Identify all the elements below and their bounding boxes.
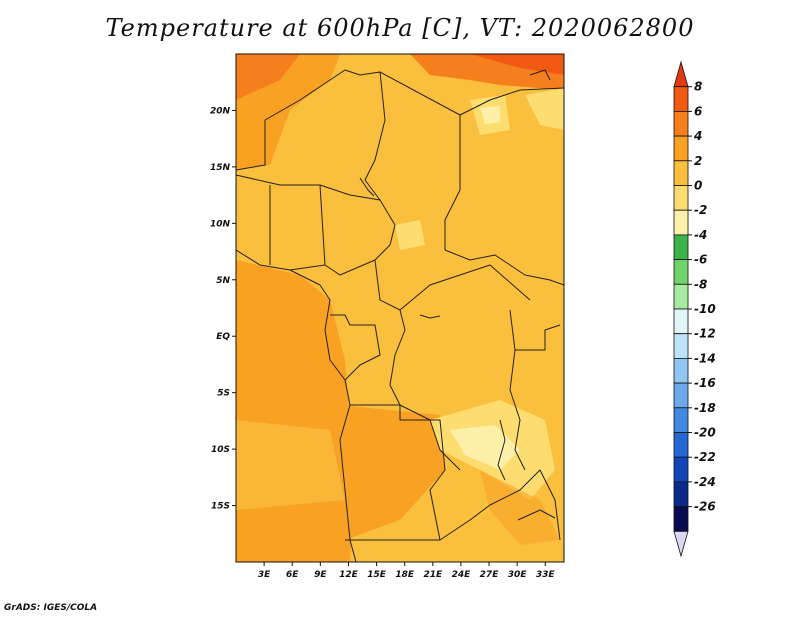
y-tick-label: 15S (211, 502, 230, 512)
colorbar-label: -24 (694, 475, 716, 489)
field-southeast-warm (480, 470, 560, 545)
colorbar-swatch (673, 209, 689, 236)
y-tick-label: EQ (216, 332, 230, 342)
colorbar-label: -20 (694, 426, 716, 440)
map-title: Temperature at 600hPa [C], VT: 202006280… (105, 14, 695, 42)
field-sw-mild (236, 420, 345, 510)
longitude-axis: 3E 6E 9E 12E 15E 18E 21E 24E 27E 30E 33E (258, 562, 556, 580)
colorbar-swatch (673, 160, 689, 186)
colorbar-label: 6 (694, 104, 702, 118)
x-tick-label: 9E (314, 570, 327, 580)
colorbar-legend: 8 6 4 2 0 -2 -4 -6 -8 -10 -12 -14 -16 -18 -20 -22 -24 -26 (673, 60, 716, 558)
colorbar-label: -12 (694, 327, 716, 341)
colorbar-label: -6 (694, 253, 707, 267)
colorbar-label: -16 (694, 376, 716, 390)
x-tick-label: 24E (452, 570, 472, 580)
latitude-axis: 20N 15N 10N 5N EQ 5S 10S 15S (210, 106, 236, 512)
colorbar-swatch (673, 481, 689, 507)
x-tick-label: 3E (258, 570, 271, 580)
colorbar-swatch (673, 456, 689, 483)
y-tick-label: 5N (216, 276, 230, 286)
x-tick-label: 6E (286, 570, 299, 580)
colorbar-swatch (673, 506, 689, 532)
field-angola-warm (340, 405, 445, 540)
y-tick-label: 10N (210, 219, 231, 229)
colorbar-swatch (673, 432, 689, 458)
colorbar-label: -26 (694, 500, 716, 514)
colorbar-swatch (673, 530, 689, 558)
colorbar-label: -8 (694, 277, 707, 291)
colorbar-swatch (673, 234, 689, 260)
colorbar-swatch (673, 333, 689, 359)
x-tick-label: 21E (423, 570, 443, 580)
colorbar-swatch (673, 86, 689, 112)
colorbar-swatch (673, 308, 689, 335)
colorbar-swatch (673, 407, 689, 433)
colorbar-label: -22 (694, 450, 716, 464)
colorbar-label: 4 (693, 129, 702, 143)
colorbar-swatch (673, 259, 689, 285)
colorbar-label: 8 (694, 80, 702, 94)
colorbar-swatch (673, 135, 689, 162)
y-tick-label: 10S (211, 445, 230, 455)
field-car-cool (395, 220, 425, 250)
temperature-field (236, 54, 564, 562)
colorbar-label: -14 (694, 351, 716, 365)
colorbar-label: 0 (694, 179, 702, 193)
grads-credit: GrADS: IGES/COLA (4, 603, 98, 613)
x-tick-label: 27E (480, 570, 500, 580)
x-tick-label: 30E (508, 570, 528, 580)
colorbar-swatch (673, 357, 689, 384)
x-tick-label: 18E (395, 570, 415, 580)
colorbar-swatch (673, 60, 689, 88)
map-frame (235, 53, 565, 563)
colorbar-label: 2 (694, 154, 702, 168)
colorbar-label: -10 (694, 302, 716, 316)
field-east-coolest (450, 425, 520, 470)
field-north-hottest (470, 54, 564, 75)
colorbar-swatch (673, 111, 689, 137)
field-northwest-hot (236, 54, 300, 100)
x-tick-label: 33E (536, 570, 556, 580)
colorbar-swatch (673, 283, 689, 310)
colorbar-swatch (673, 185, 689, 211)
x-tick-label: 12E (339, 570, 359, 580)
colorbar-label: -2 (694, 203, 707, 217)
field-sudan-coolest (480, 106, 500, 124)
colorbar-label: -18 (694, 401, 716, 415)
colorbar-label: -4 (694, 228, 707, 242)
colorbar-swatch (673, 382, 689, 409)
y-tick-label: 15N (210, 163, 231, 173)
country-borders (236, 69, 564, 562)
field-ethiopia-cool (525, 88, 564, 130)
x-tick-label: 15E (367, 570, 387, 580)
y-tick-label: 5S (217, 389, 230, 399)
y-tick-label: 20N (210, 106, 231, 116)
